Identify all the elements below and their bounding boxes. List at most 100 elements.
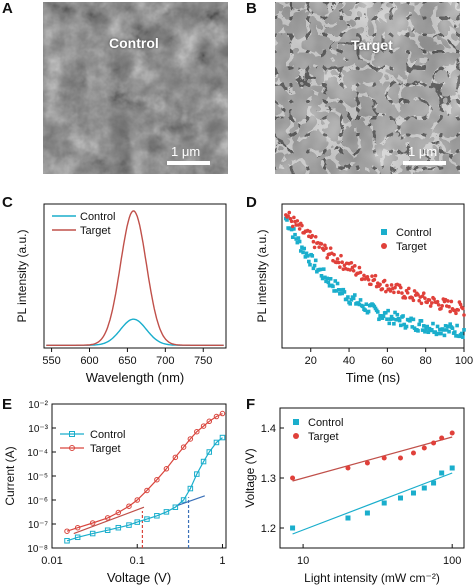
data-point-target: [449, 430, 455, 436]
data-point-target: [289, 219, 294, 224]
data-point-target: [292, 215, 296, 220]
legend-marker-target: [69, 445, 75, 451]
data-point-control: [104, 527, 111, 533]
data-point-control: [395, 312, 400, 317]
x-tick-label: 0.01: [41, 555, 62, 567]
panel-letter-f: F: [246, 396, 256, 413]
data-point-control: [363, 308, 367, 312]
data-point-control: [326, 280, 331, 285]
data-point-target: [89, 520, 96, 526]
legend-label-target: Target: [396, 241, 427, 253]
legend-label-control: Control: [396, 227, 431, 239]
data-point-control: [377, 317, 381, 322]
fit-line: [292, 436, 453, 482]
data-point-target: [362, 273, 366, 278]
y-tick-label: 1.3: [261, 473, 276, 485]
data-point-target: [200, 423, 207, 429]
data-point-control: [453, 330, 457, 334]
data-point-control: [430, 328, 434, 332]
data-point-target: [436, 303, 441, 307]
data-point-control: [334, 289, 339, 293]
legend-label-control: Control: [80, 211, 115, 223]
legend-label-target: Target: [90, 443, 121, 455]
chart-f-frame: [279, 407, 465, 549]
data-point-control: [213, 439, 220, 446]
panel-letter-b: B: [246, 0, 257, 17]
fit-line: [73, 506, 145, 535]
data-point-target: [456, 308, 461, 312]
data-point-target: [323, 243, 327, 248]
y-axis-label: Current (A): [3, 446, 17, 505]
data-point-control: [323, 275, 327, 280]
data-point-target: [446, 299, 450, 303]
data-point-target: [213, 413, 220, 420]
data-point-target: [115, 509, 122, 516]
data-point-control: [292, 227, 296, 231]
data-point-control: [392, 321, 396, 326]
x-axis-label: Light intensity (mW cm⁻²): [304, 571, 440, 585]
data-point-target: [295, 219, 300, 223]
data-point-control: [398, 323, 403, 328]
data-point-control: [351, 296, 356, 301]
data-point-control: [344, 297, 349, 301]
sem-texture-target: [275, 2, 460, 174]
data-point-control: [290, 525, 296, 531]
data-point-target: [407, 286, 411, 291]
data-point-target: [405, 291, 410, 295]
chart-c-frame: [43, 203, 227, 349]
data-point-target: [310, 233, 315, 238]
data-point-target: [410, 450, 416, 456]
data-point-target: [308, 229, 312, 234]
data-point-target: [349, 261, 354, 265]
data-point-control: [358, 298, 363, 302]
data-point-target: [74, 524, 81, 531]
data-point-target: [358, 270, 363, 275]
data-point-control: [340, 291, 344, 296]
data-point-control: [397, 495, 403, 501]
scale-bar-b: [403, 161, 446, 165]
data-point-control: [441, 328, 446, 332]
data-point-target: [332, 252, 336, 257]
data-point-control: [325, 276, 330, 281]
legend-label-target: Target: [80, 225, 111, 237]
data-point-control: [448, 322, 453, 326]
sem-label-target: Target: [351, 37, 393, 53]
chart-d: 20 40 60 80 100 Control Target Time (ns) PL inte…: [255, 203, 473, 385]
data-point-target: [317, 245, 321, 249]
scale-bar-a: [167, 161, 210, 165]
data-point-target: [421, 445, 427, 451]
data-point-control: [381, 314, 386, 319]
data-point-target: [319, 242, 324, 246]
data-point-control: [421, 485, 427, 491]
data-point-target: [336, 260, 341, 265]
x-tick-label: 80: [420, 355, 432, 367]
data-point-target: [403, 296, 408, 300]
data-point-control: [409, 316, 413, 321]
data-point-control: [373, 306, 378, 311]
data-point-control: [335, 281, 340, 286]
data-point-control: [361, 304, 365, 309]
data-point-target: [364, 460, 370, 466]
data-point-target: [440, 304, 444, 308]
y-axis-label: PL intensity (a.u.): [15, 230, 29, 323]
data-point-target: [412, 289, 417, 293]
data-point-target: [385, 283, 389, 288]
data-point-control: [434, 332, 439, 337]
data-point-target: [417, 298, 421, 303]
x-tick-label: 750: [194, 355, 212, 367]
data-point-target: [448, 309, 453, 314]
legend-marker-control: [293, 419, 299, 425]
data-point-target: [423, 296, 427, 300]
data-point-target: [300, 223, 304, 228]
data-point-control: [163, 509, 170, 515]
data-point-control: [410, 325, 415, 329]
data-point-control: [285, 218, 289, 222]
sem-image-control: Control 1 μm: [43, 2, 228, 174]
data-point-control: [341, 287, 346, 292]
data-point-control: [443, 324, 448, 328]
data-point-target: [382, 278, 387, 283]
data-point-control: [450, 326, 455, 330]
data-point-control: [324, 279, 328, 284]
data-point-control: [346, 295, 350, 299]
data-point-control: [304, 251, 309, 256]
